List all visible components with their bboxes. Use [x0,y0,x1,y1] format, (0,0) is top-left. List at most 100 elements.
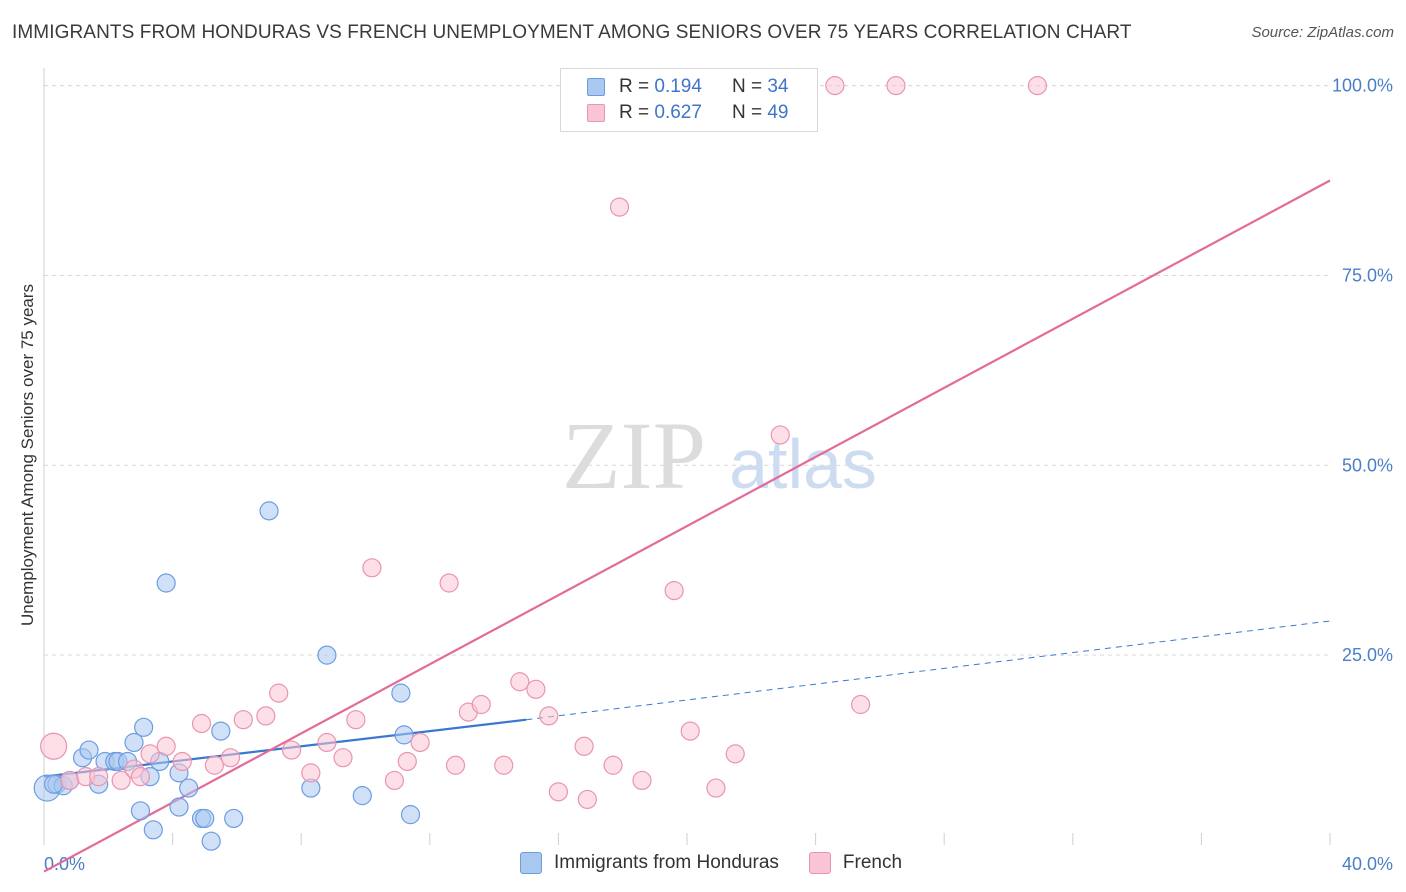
data-point-honduras [201,831,221,851]
data-point-french [851,694,871,715]
data-points [33,75,1048,851]
data-point-honduras [79,740,99,760]
watermark: ZIP atlas [562,402,877,509]
data-point-honduras [391,683,411,703]
y-tick-label: 25.0% [1342,645,1393,665]
data-point-french [191,713,212,734]
data-point-french [439,573,459,593]
data-point-french [706,778,726,798]
chart-title: IMMIGRANTS FROM HONDURAS VS FRENCH UNEMP… [12,22,1132,43]
data-point-french [770,425,790,445]
data-point-french [140,744,160,764]
legend-item-honduras[interactable]: Immigrants from Honduras [520,852,779,874]
data-point-honduras [156,573,176,593]
watermark-zip: ZIP [562,402,706,509]
legend-item-french[interactable]: French [808,852,903,874]
legend-n-value: 49 [767,102,789,123]
trend-extension-honduras [526,620,1331,721]
data-point-french [410,732,430,753]
data-point-honduras [130,801,151,821]
data-point-french [220,748,241,768]
legend-n-value: 34 [767,76,789,97]
trend-lines [43,179,1331,873]
data-point-french [346,710,366,730]
data-point-french [445,755,466,775]
data-point-honduras [44,774,64,794]
data-point-french [60,770,80,791]
data-point-honduras [134,717,154,737]
data-point-french [494,755,514,775]
legend-n-label: N = [731,102,763,123]
data-point-french [680,721,700,741]
data-point-french [609,197,630,217]
data-point-french [269,683,289,703]
data-point-french [664,580,684,601]
legend-r-value: 0.627 [654,102,702,123]
data-point-honduras [143,820,163,840]
data-point-french [526,679,546,699]
legend-swatch-honduras [587,78,605,96]
legend-n-label: N = [731,76,763,97]
legend-swatch-honduras [520,852,542,874]
legend-row-french: R = 0.627 N = 49 [587,101,788,125]
data-point-honduras [211,721,231,741]
grid-layer [44,85,1330,656]
data-point-honduras [179,778,199,798]
data-point-honduras [352,786,372,806]
data-point-honduras [394,725,414,745]
data-point-honduras [124,732,144,753]
data-point-honduras [195,808,215,829]
data-point-french [89,767,109,787]
data-point-french [40,732,68,760]
data-point-honduras [400,805,421,825]
data-point-french [384,770,405,791]
data-point-french [172,751,192,772]
data-point-french [1027,75,1048,96]
data-point-french [156,736,176,756]
y-tick-label: 100.0% [1332,76,1393,96]
data-point-honduras [259,501,279,521]
data-point-honduras [224,808,244,829]
legend-swatch-french [808,852,831,874]
data-point-french [574,736,594,756]
data-point-french [577,789,597,810]
data-point-honduras [169,797,189,817]
data-point-french [317,732,337,753]
x-tick-label: 40.0% [1342,854,1393,874]
y-tick-label: 50.0% [1342,455,1393,475]
legend-swatch-french [587,104,605,122]
legend-r-label: R = [619,102,650,123]
legend-row-honduras: R = 0.194 N = 34 [587,75,788,99]
stats-legend: R = 0.194 N = 34 R = 0.627 N = 49 [560,68,818,132]
data-point-french [397,751,417,772]
data-point-french [233,710,253,730]
data-point-french [539,706,559,726]
data-point-french [510,672,530,692]
axes-layer: 25.0% 50.0% 75.0% 100.0% 0.0% 40.0% [43,68,1393,874]
data-point-french [362,558,382,578]
y-axis-label: Unemployment Among Seniors over 75 years [18,284,37,626]
data-point-french [130,767,151,787]
data-point-french [886,75,906,96]
legend-label-honduras: Immigrants from Honduras [554,852,779,873]
data-point-french [111,770,131,791]
data-point-french [548,782,569,802]
data-point-french [725,744,745,764]
data-point-french [603,755,623,775]
data-point-french [825,75,845,96]
data-point-honduras [317,645,337,665]
y-tick-label: 75.0% [1342,265,1393,285]
trend-line-french [43,179,1331,873]
legend-r-label: R = [619,76,650,97]
series-legend: Immigrants from Honduras French [520,852,932,874]
data-point-french [632,770,652,791]
legend-label-french: French [842,852,903,873]
data-point-french [333,748,353,768]
x-tick-label: 0.0% [44,854,85,874]
data-point-french [471,694,491,715]
data-point-french [281,740,302,760]
source-label[interactable]: Source: ZipAtlas.com [1251,24,1394,41]
legend-r-value: 0.194 [654,76,702,97]
data-point-french [204,755,224,775]
